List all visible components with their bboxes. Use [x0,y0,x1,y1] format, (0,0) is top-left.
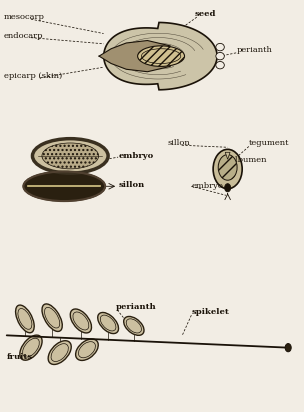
Text: fruits: fruits [7,353,33,361]
Ellipse shape [216,61,224,69]
Text: seed: seed [194,10,216,18]
Text: epicarp (skin): epicarp (skin) [4,72,62,80]
Ellipse shape [70,309,92,333]
Polygon shape [99,40,170,72]
Ellipse shape [33,139,108,173]
Polygon shape [119,33,201,79]
Text: sillon: sillon [167,139,190,147]
Text: perianth: perianth [237,46,273,54]
Ellipse shape [138,46,185,66]
Circle shape [285,344,291,352]
Ellipse shape [23,171,105,201]
Circle shape [225,184,231,192]
Ellipse shape [216,52,224,60]
Ellipse shape [76,339,98,360]
Ellipse shape [48,341,71,365]
Polygon shape [113,30,206,82]
Text: mesocarp: mesocarp [4,13,45,21]
Polygon shape [108,26,212,86]
Text: albumen: albumen [231,156,267,164]
Ellipse shape [42,143,99,169]
Text: endocarp: endocarp [4,32,43,40]
Ellipse shape [124,316,144,335]
Text: embryo: embryo [191,183,223,190]
Ellipse shape [16,305,34,333]
Polygon shape [225,152,230,159]
Ellipse shape [218,154,237,180]
Text: sillon: sillon [119,181,145,189]
Ellipse shape [42,304,62,331]
Ellipse shape [98,312,119,334]
Text: spikelet: spikelet [191,308,229,316]
Ellipse shape [20,335,42,360]
Text: perianth: perianth [116,303,157,311]
Ellipse shape [216,43,224,51]
Polygon shape [104,23,217,90]
Text: tegument: tegument [249,139,289,147]
Text: embryo: embryo [119,152,154,160]
Circle shape [213,149,242,189]
